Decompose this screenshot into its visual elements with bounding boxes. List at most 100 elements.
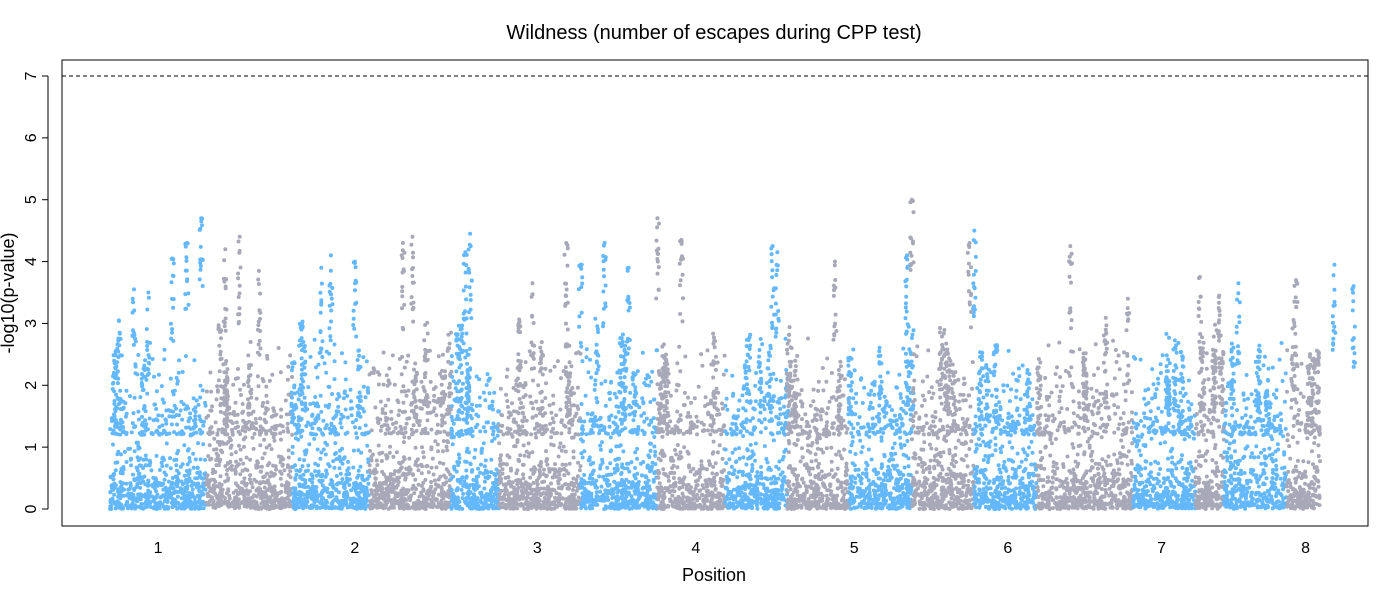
data-point	[445, 448, 450, 453]
data-point	[286, 455, 291, 460]
data-point	[214, 447, 219, 452]
data-point	[115, 395, 120, 400]
data-point	[310, 505, 315, 510]
data-point	[377, 500, 381, 505]
data-point	[225, 394, 229, 399]
data-point	[391, 472, 396, 477]
data-point	[161, 481, 166, 486]
data-point	[717, 412, 722, 417]
data-point	[487, 391, 492, 396]
data-point	[108, 498, 113, 503]
data-point	[283, 489, 288, 494]
data-point	[299, 356, 304, 361]
data-point	[215, 431, 220, 436]
data-point	[164, 441, 169, 446]
data-point	[587, 504, 592, 509]
data-point	[545, 462, 550, 467]
data-point	[425, 331, 430, 336]
data-point	[657, 470, 662, 475]
data-point	[143, 428, 148, 433]
data-point	[218, 486, 223, 490]
data-point	[249, 411, 254, 416]
data-point	[463, 459, 468, 464]
data-point	[130, 421, 135, 426]
data-point	[559, 376, 563, 381]
data-point	[621, 479, 626, 484]
data-point	[449, 369, 454, 374]
data-point	[449, 414, 454, 419]
data-point	[422, 388, 427, 393]
data-point	[482, 479, 487, 484]
data-point	[632, 394, 637, 399]
data-point	[391, 502, 396, 507]
data-point	[225, 461, 230, 466]
data-point	[470, 502, 475, 507]
data-point	[546, 502, 550, 507]
data-point	[416, 498, 421, 503]
data-point	[497, 469, 502, 474]
data-point	[649, 504, 654, 509]
data-point	[429, 480, 434, 484]
data-point	[242, 476, 247, 481]
data-point	[454, 369, 459, 374]
data-point	[160, 397, 165, 402]
data-point	[687, 463, 691, 468]
data-point	[182, 443, 187, 448]
data-point	[185, 484, 190, 489]
data-point	[147, 458, 152, 463]
data-point	[345, 476, 349, 481]
data-point	[553, 495, 557, 500]
data-point	[700, 363, 705, 368]
data-point	[334, 413, 339, 418]
data-point	[275, 497, 280, 502]
data-point	[627, 506, 632, 511]
data-point	[112, 401, 117, 406]
data-point	[603, 379, 608, 384]
data-point	[620, 462, 625, 467]
data-point	[571, 449, 576, 454]
data-point	[517, 319, 522, 324]
data-point	[210, 430, 215, 435]
data-point	[579, 506, 584, 510]
data-point	[260, 456, 265, 461]
data-point	[508, 411, 513, 416]
data-point	[531, 378, 535, 383]
data-point	[318, 456, 323, 461]
data-point	[351, 485, 356, 490]
data-point	[412, 399, 417, 404]
data-point	[686, 395, 690, 400]
data-point	[557, 472, 562, 477]
data-point	[536, 488, 541, 493]
data-point	[180, 370, 185, 374]
data-point	[176, 471, 181, 476]
data-point	[582, 473, 587, 477]
data-point	[324, 349, 329, 354]
data-point	[579, 402, 584, 406]
data-point	[446, 385, 451, 390]
data-point	[344, 472, 349, 477]
data-point	[113, 349, 118, 354]
data-point	[218, 330, 223, 334]
data-point	[117, 343, 122, 348]
data-point	[656, 486, 661, 491]
data-point	[212, 436, 217, 441]
data-point	[482, 486, 487, 491]
data-point	[608, 390, 613, 395]
data-point	[274, 467, 279, 472]
data-point	[494, 491, 499, 496]
data-point	[220, 494, 225, 499]
data-point	[649, 420, 654, 424]
data-point	[589, 375, 594, 380]
data-point	[538, 369, 543, 374]
data-point	[466, 405, 471, 410]
data-point	[217, 442, 222, 447]
data-point	[234, 459, 239, 464]
data-point	[705, 402, 710, 407]
data-point	[598, 489, 603, 494]
data-point	[209, 425, 214, 430]
data-point	[292, 391, 297, 396]
data-point	[389, 409, 394, 414]
data-point	[124, 460, 129, 464]
data-point	[178, 464, 183, 469]
data-point	[329, 501, 334, 506]
